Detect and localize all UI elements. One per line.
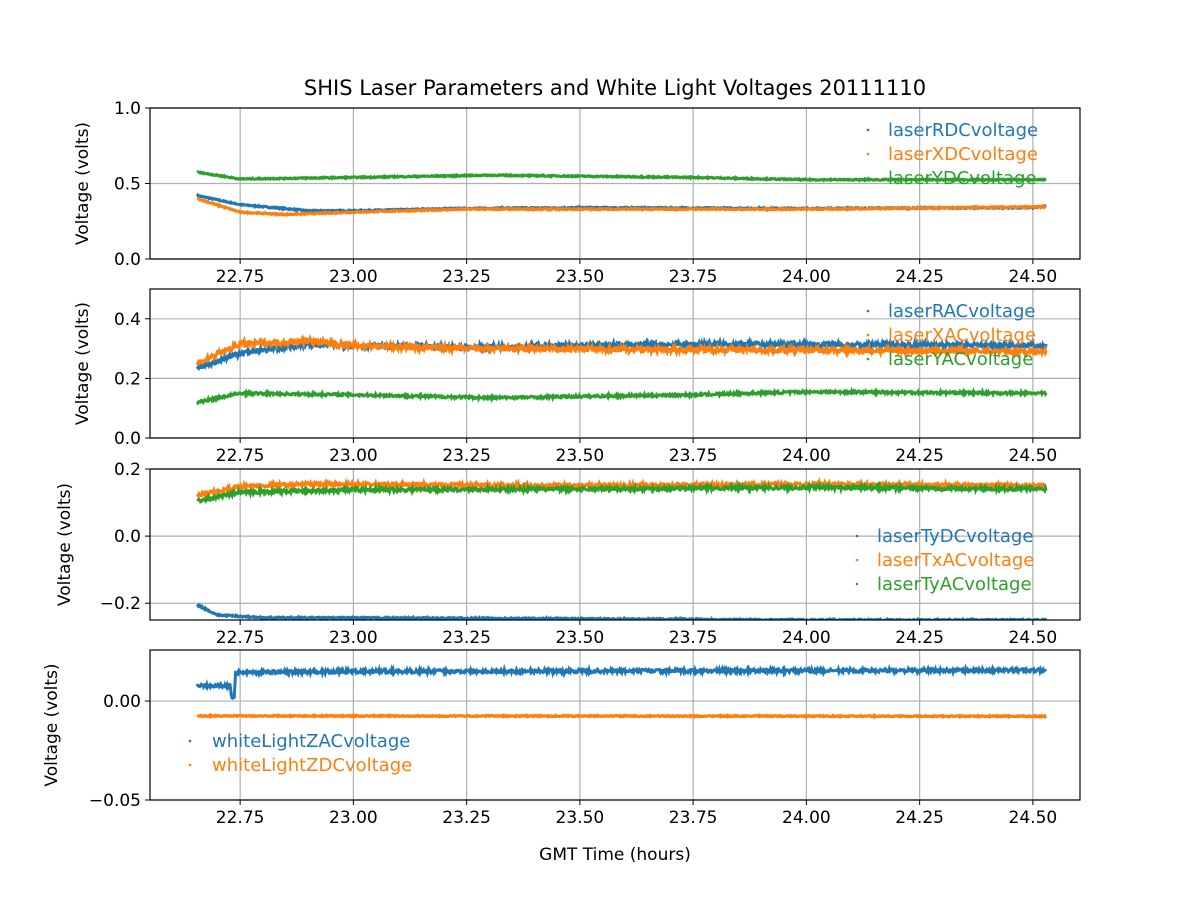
subplot-3: 22.75 23.00 23.25 23.50 23.75 24.00 24.25 24.50… [55,460,1081,648]
x-tick-label: 22.75 [216,446,265,466]
x-tick-label: 24.25 [895,628,944,648]
x-tick-label: 24.50 [1009,808,1058,828]
legend-label: laserXDCvoltage [888,144,1038,165]
legend-label: laserYDCvoltage [888,168,1037,189]
y-tick-label: 0.0 [114,429,141,449]
legend-label: laserYACvoltage [888,349,1033,370]
series-laserXDCvoltage [196,197,1048,218]
x-tick-label: 23.00 [329,267,378,287]
x-tick-label: 24.50 [1009,446,1058,466]
y-axis-label: Voltage (volts) [55,483,75,606]
y-tick-label: 0.00 [103,692,141,712]
y-axis-label: Voltage (volts) [42,663,62,786]
x-tick-label: 23.50 [556,628,605,648]
x-tick-label: 22.75 [216,628,265,648]
chart-title: SHIS Laser Parameters and White Light Vo… [304,76,926,100]
legend-marker-icon [188,763,192,767]
subplot-4: 22.75 23.00 23.25 23.50 23.75 24.00 24.25 24.50… [42,649,1081,865]
x-tick-label: 23.75 [669,267,718,287]
x-tick-label: 23.25 [442,267,491,287]
legend-marker-icon [855,534,859,538]
y-tick-label: −0.2 [100,594,141,614]
x-tick-label: 23.00 [329,628,378,648]
legend: laserTyDCvoltage laserTxACvoltage laserTyA… [855,526,1034,595]
y-tick-label: 0.0 [114,250,141,270]
y-axis-label: Voltage (volts) [73,302,93,425]
series-group [195,170,1048,218]
legend-marker-icon [866,309,870,313]
legend-label: whiteLightZACvoltage [212,731,410,752]
x-tick-label: 23.75 [669,628,718,648]
series-laserXACvoltage [195,333,1048,366]
series-laserTxACvoltage [195,476,1048,500]
y-tick-label: 0.2 [114,369,141,389]
series-whiteLightZDCvoltage [196,712,1048,720]
legend: laserRACvoltage laserXACvoltage laserYACvo… [866,301,1036,370]
x-tick-label: 24.25 [895,808,944,828]
legend-marker-icon [866,357,870,361]
legend-marker-icon [866,176,870,180]
legend-label: laserTyACvoltage [877,574,1032,595]
x-tick-label: 23.50 [556,267,605,287]
x-tick-label: 23.25 [442,446,491,466]
x-tick-label: 23.25 [442,808,491,828]
legend-label: laserRDCvoltage [888,120,1038,141]
x-tick-label: 24.50 [1009,628,1058,648]
series-laserYDCvoltage [196,170,1047,184]
x-tick-label: 24.25 [895,446,944,466]
x-tick-label: 24.00 [782,628,831,648]
series-group [195,333,1048,406]
y-tick-label: 0.0 [114,527,141,547]
x-tick-label: 24.00 [782,267,831,287]
legend-marker-icon [188,739,192,743]
x-tick-label: 23.50 [556,808,605,828]
x-tick-label: 23.00 [329,446,378,466]
y-tick-label: −0.05 [89,791,141,811]
x-tick-label: 22.75 [216,808,265,828]
y-tick-label: 1.0 [114,99,141,119]
legend: laserRDCvoltage laserXDCvoltage laserYDCvo… [866,120,1038,189]
axes-frame [149,288,1081,439]
x-axis-label: GMT Time (hours) [539,845,691,865]
x-tick-label: 24.00 [782,808,831,828]
legend-label: laserTyDCvoltage [877,526,1033,547]
subplot-1: 22.75 23.00 23.25 23.50 23.75 24.00 24.25 24.50… [73,76,1081,287]
series-group [195,662,1048,720]
x-tick-label: 22.75 [216,267,265,287]
axes-frame [149,468,1081,621]
series-laserYACvoltage [195,386,1048,406]
legend-label: laserRACvoltage [888,301,1035,322]
legend-marker-icon [866,152,870,156]
axes-frame [149,107,1081,260]
legend-marker-icon [855,582,859,586]
legend: whiteLightZACvoltage whiteLightZDCvoltage [188,731,412,776]
series-laserTyDCvoltage [195,602,1048,620]
x-tick-label: 24.50 [1009,267,1058,287]
y-tick-label: 0.5 [114,175,141,195]
axes-frame [149,649,1081,801]
series-laserTyACvoltage [196,480,1048,505]
legend-marker-icon [866,128,870,132]
x-tick-label: 23.25 [442,628,491,648]
y-axis-label: Voltage (volts) [73,122,93,245]
y-tick-label: 0.2 [114,460,141,480]
x-tick-label: 23.00 [329,808,378,828]
x-tick-label: 24.00 [782,446,831,466]
x-tick-label: 24.25 [895,267,944,287]
x-tick-label: 23.75 [669,808,718,828]
y-tick-label: 0.4 [114,310,141,330]
subplot-2: 22.75 23.00 23.25 23.50 23.75 24.00 24.25 24.50… [73,288,1081,466]
x-tick-label: 23.75 [669,446,718,466]
x-tick-label: 23.50 [556,446,605,466]
legend-marker-icon [866,333,870,337]
legend-label: laserTxACvoltage [877,550,1034,571]
series-whiteLightZACvoltage [195,662,1048,701]
legend-marker-icon [855,558,859,562]
legend-label: whiteLightZDCvoltage [212,755,412,776]
legend-label: laserXACvoltage [888,325,1036,346]
